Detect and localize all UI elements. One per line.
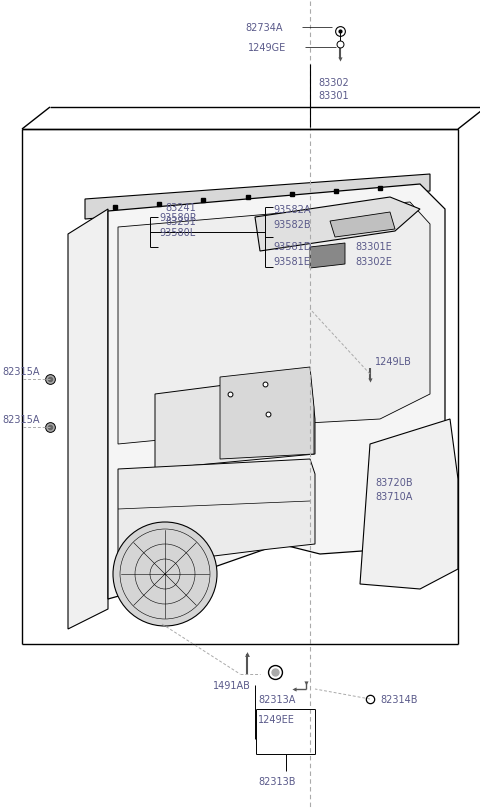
Polygon shape bbox=[330, 212, 395, 238]
Polygon shape bbox=[108, 185, 445, 599]
Polygon shape bbox=[85, 175, 430, 220]
Text: 93580R: 93580R bbox=[159, 212, 197, 223]
Text: 93581D: 93581D bbox=[273, 242, 312, 251]
Text: 83301E: 83301E bbox=[355, 242, 392, 251]
Text: 1249EE: 1249EE bbox=[258, 714, 295, 724]
Text: 93581E: 93581E bbox=[273, 257, 310, 267]
Text: 93582A: 93582A bbox=[273, 204, 311, 215]
Text: 82315A: 82315A bbox=[2, 414, 39, 424]
Text: 1249GE: 1249GE bbox=[248, 43, 286, 53]
Polygon shape bbox=[255, 198, 420, 251]
Polygon shape bbox=[220, 367, 314, 460]
Text: 83231: 83231 bbox=[165, 217, 196, 227]
Text: 1249LB: 1249LB bbox=[375, 357, 412, 367]
Text: 83301: 83301 bbox=[318, 91, 348, 101]
Text: 83720B: 83720B bbox=[375, 478, 413, 487]
Text: 82734A: 82734A bbox=[245, 23, 283, 33]
Polygon shape bbox=[155, 375, 315, 470]
Text: 83241: 83241 bbox=[165, 203, 196, 212]
Text: 93580L: 93580L bbox=[159, 228, 195, 238]
Text: 1491AB: 1491AB bbox=[213, 680, 251, 690]
Polygon shape bbox=[118, 203, 430, 444]
Text: 82313A: 82313A bbox=[258, 694, 295, 704]
Text: 93582B: 93582B bbox=[273, 220, 311, 230]
Polygon shape bbox=[360, 419, 458, 590]
Text: 82315A: 82315A bbox=[2, 367, 39, 376]
Circle shape bbox=[113, 522, 217, 626]
Polygon shape bbox=[118, 460, 315, 560]
Polygon shape bbox=[310, 243, 345, 268]
Text: 83302: 83302 bbox=[318, 78, 349, 88]
Text: 82313B: 82313B bbox=[258, 776, 296, 786]
Text: 82314B: 82314B bbox=[380, 694, 418, 704]
Polygon shape bbox=[68, 210, 108, 629]
Text: 83710A: 83710A bbox=[375, 491, 412, 501]
Text: 83302E: 83302E bbox=[355, 257, 392, 267]
